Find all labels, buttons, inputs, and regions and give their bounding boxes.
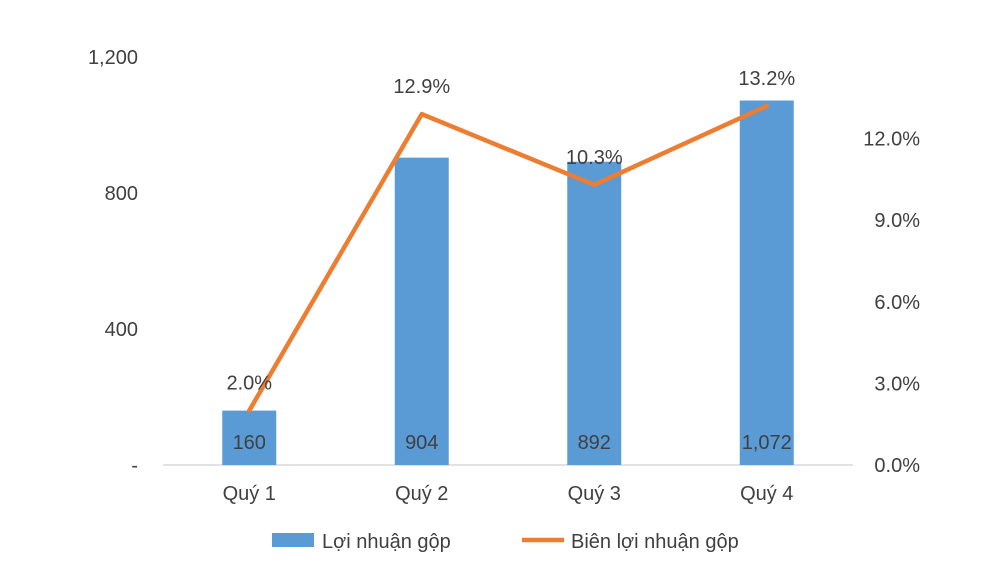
category-label-3: Quý 3 — [568, 483, 621, 505]
left-tick-1: - — [131, 455, 138, 477]
legend-label-bar: Lợi nhuận gộp — [322, 531, 451, 553]
line-data-labels: 2.0% 12.9% 10.3% 13.2% — [226, 68, 795, 395]
line-series — [247, 103, 769, 413]
bar-4 — [739, 100, 794, 466]
legend-label-line: Biên lợi nhuận gộp — [571, 531, 739, 553]
legend-swatch-bar — [272, 533, 314, 547]
left-tick-2: 400 — [105, 319, 138, 341]
line-value-label-4: 13.2% — [738, 68, 795, 90]
margin-line — [247, 103, 769, 413]
right-tick-2: 3.0% — [874, 373, 920, 395]
category-label-4: Quý 4 — [740, 483, 793, 505]
bar-series — [222, 100, 794, 466]
left-tick-3: 800 — [105, 183, 138, 205]
line-value-label-3: 10.3% — [566, 147, 623, 169]
legend: Lợi nhuận gộp Biên lợi nhuận gộp — [272, 531, 739, 553]
line-value-label-2: 12.9% — [393, 76, 450, 98]
bar-value-label-3: 892 — [578, 432, 611, 454]
category-axis-labels: Quý 1 Quý 2 Quý 3 Quý 4 — [223, 483, 794, 505]
left-axis-ticks: - 400 800 1,200 — [88, 47, 138, 477]
bar-value-label-4: 1,072 — [742, 432, 792, 454]
bar-value-label-2: 904 — [405, 432, 438, 454]
right-axis-ticks: 0.0% 3.0% 6.0% 9.0% 12.0% — [863, 129, 920, 477]
bar-data-labels: 160 904 892 1,072 — [233, 432, 792, 454]
bar-1 — [222, 410, 277, 465]
bar-2 — [394, 157, 449, 465]
bar-value-label-1: 160 — [233, 432, 266, 454]
right-tick-1: 0.0% — [874, 455, 920, 477]
left-tick-4: 1,200 — [88, 47, 138, 69]
category-label-2: Quý 2 — [395, 483, 448, 505]
right-tick-4: 9.0% — [874, 210, 920, 232]
category-label-1: Quý 1 — [223, 483, 276, 505]
bar-3 — [567, 161, 622, 465]
line-value-label-1: 2.0% — [226, 373, 272, 395]
right-tick-3: 6.0% — [874, 292, 920, 314]
right-tick-5: 12.0% — [863, 129, 920, 151]
